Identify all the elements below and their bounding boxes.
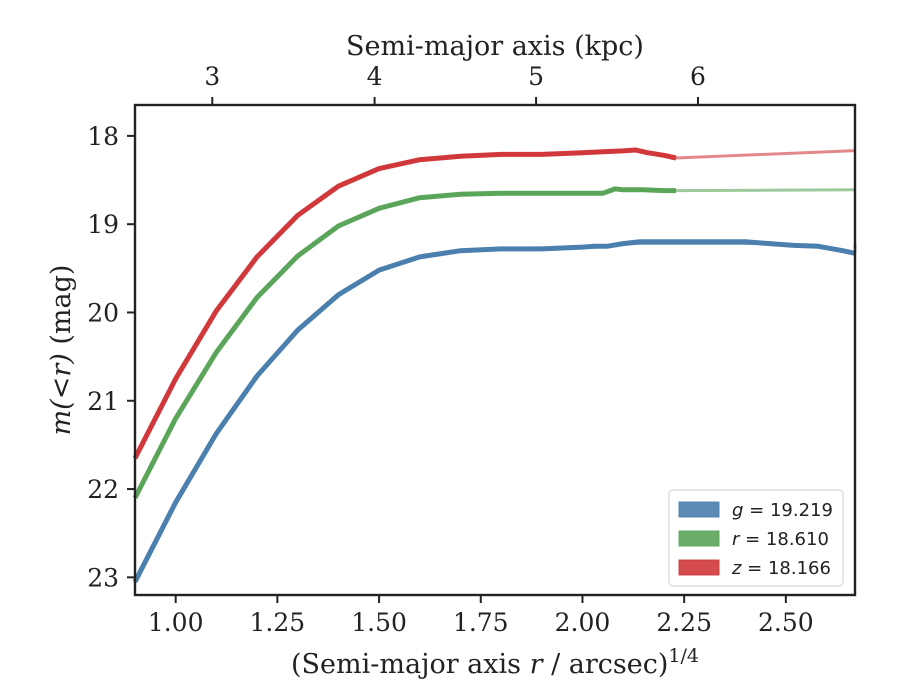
legend-swatch xyxy=(678,559,720,576)
top-tick-label: 4 xyxy=(367,62,383,91)
y-tick-label: 22 xyxy=(87,475,119,504)
series-line-0 xyxy=(132,239,856,583)
x-tick-label: 1.00 xyxy=(148,608,204,637)
x-tick-label: 1.75 xyxy=(453,608,509,637)
x-tick-label: 2.00 xyxy=(555,608,611,637)
x-tick-label: 2.50 xyxy=(758,608,814,637)
x-tick-label: 2.25 xyxy=(656,608,712,637)
legend-label: r = 18.610 xyxy=(732,529,829,550)
y-axis-label: m(<r) (mag) xyxy=(46,265,77,436)
top-tick-label: 5 xyxy=(528,62,544,91)
legend-label: g = 19.219 xyxy=(732,500,833,521)
legend: g = 19.219 r = 18.610 z = 18.166 xyxy=(668,489,844,587)
series-lines xyxy=(132,147,856,583)
y-tick-label: 18 xyxy=(87,122,119,151)
y-tick-label: 21 xyxy=(87,387,119,416)
x-tick-label: 1.50 xyxy=(351,608,407,637)
x-tick-label: 1.25 xyxy=(250,608,306,637)
top-tick-label: 6 xyxy=(690,62,706,91)
y-axis-ticks: 18 19 20 21 22 23 xyxy=(87,122,135,592)
series-line-2 xyxy=(132,147,677,460)
x-axis-ticks: 1.00 1.25 1.50 1.75 2.00 2.25 2.50 xyxy=(148,595,814,637)
legend-label: z = 18.166 xyxy=(731,558,831,579)
y-tick-label: 20 xyxy=(87,298,119,327)
legend-swatch xyxy=(678,501,720,518)
x-axis-label: (Semi-major axis r / arcsec)1/4 xyxy=(291,645,699,680)
legend-swatch xyxy=(678,530,720,547)
top-axis-label: Semi-major axis (kpc) xyxy=(346,31,644,62)
top-axis-ticks: 3 4 5 6 xyxy=(204,62,706,105)
top-tick-label: 3 xyxy=(204,62,220,91)
series-line-1 xyxy=(132,186,676,500)
y-tick-label: 23 xyxy=(87,563,119,592)
plot-frame xyxy=(133,103,857,597)
y-tick-label: 19 xyxy=(87,210,119,239)
